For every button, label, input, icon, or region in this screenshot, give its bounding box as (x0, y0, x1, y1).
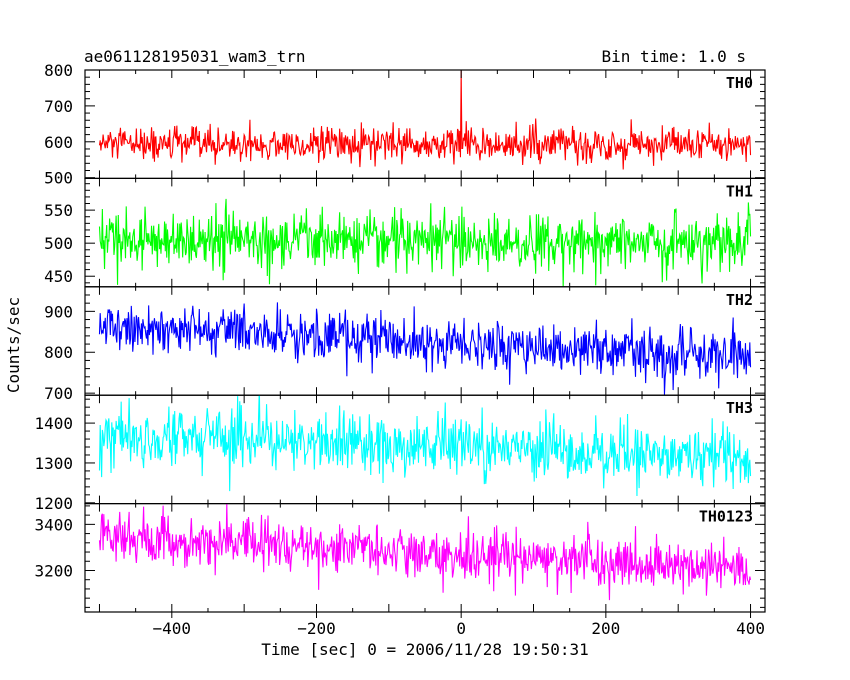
x-tick-label: 400 (736, 619, 765, 638)
series-line-th0 (98, 70, 752, 170)
y-tick-label: 900 (44, 302, 73, 321)
series-line-th2 (98, 302, 752, 395)
panel-label-th0123: TH0123 (699, 508, 753, 526)
x-axis: −400 −200 0 200 400 (153, 612, 765, 638)
y-tick-label: 700 (44, 97, 73, 116)
x-tick-label: 0 (456, 619, 466, 638)
y-tick-label: 3400 (34, 515, 73, 534)
panel-th0: 500 600 700 800 TH0 (44, 61, 766, 188)
panel-th1: 450 500 550 TH1 (44, 177, 766, 288)
y-axis-label: Counts/sec (4, 297, 23, 393)
x-tick-label: −200 (297, 619, 336, 638)
y-tick-label: 700 (44, 384, 73, 403)
chart-title: ae061128195031_wam3_trn (84, 47, 306, 66)
panel-label-th0: TH0 (726, 74, 753, 92)
x-tick-label: 200 (591, 619, 620, 638)
y-tick-label: 3200 (34, 561, 73, 580)
x-tick-label: −400 (153, 619, 192, 638)
bin-time-label: Bin time: 1.0 s (602, 47, 747, 66)
panels-group: 500 600 700 800 TH0 450 500 550 TH1 700 800 900 TH2 1… (34, 61, 766, 613)
x-axis-label: Time [sec] 0 = 2006/11/28 19:50:31 (261, 640, 589, 659)
series-line-th1 (98, 198, 752, 287)
y-tick-label: 450 (44, 267, 73, 286)
panel-label-th2: TH2 (726, 291, 753, 309)
y-tick-label: 800 (44, 61, 73, 80)
y-tick-label: 550 (44, 201, 73, 220)
panel-th0123: 3200 3400 TH0123 (34, 503, 766, 613)
panel-frame (84, 69, 766, 180)
panel-label-th3: TH3 (726, 399, 753, 417)
y-tick-label: 1400 (34, 414, 73, 433)
series-line-th3 (98, 395, 752, 497)
y-tick-label: 1300 (34, 454, 73, 473)
series-line-th0123 (98, 503, 752, 601)
y-tick-label: 600 (44, 133, 73, 152)
y-tick-label: 800 (44, 343, 73, 362)
panel-th2: 700 800 900 TH2 (44, 286, 766, 403)
panel-th3: 1200 1300 1400 TH3 (34, 394, 766, 513)
panel-label-th1: TH1 (726, 182, 753, 200)
y-tick-label: 1200 (34, 494, 73, 513)
y-tick-label: 500 (44, 169, 73, 188)
y-tick-label: 500 (44, 234, 73, 253)
